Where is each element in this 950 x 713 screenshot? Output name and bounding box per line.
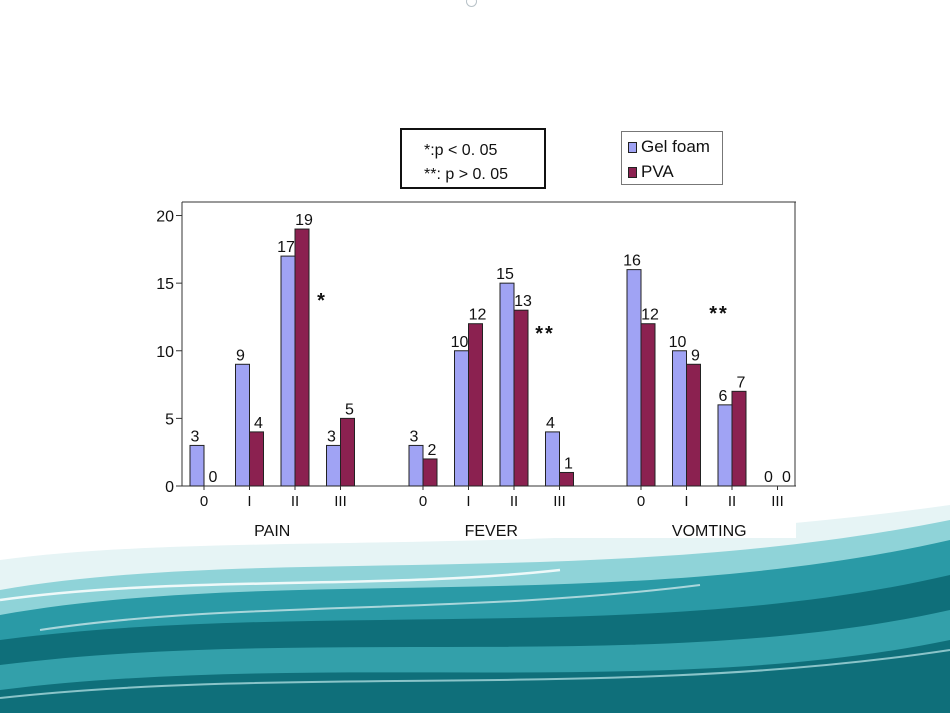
x-category-label: I	[247, 493, 251, 510]
data-label: 9	[691, 347, 700, 364]
data-label: 17	[277, 239, 295, 256]
bar-pain-ii-gel-foam	[280, 255, 296, 487]
y-tick-label: 5	[165, 411, 174, 428]
data-label: 4	[546, 415, 555, 432]
data-label: 0	[764, 469, 773, 486]
chart-legend: Gel foam PVA	[621, 131, 723, 185]
significance-legend-box: *:p < 0. 05 **: p > 0. 05	[400, 128, 546, 189]
significance-line-1: *:p < 0. 05	[424, 142, 498, 159]
y-tick-label: 0	[165, 479, 174, 496]
x-category-label: II	[510, 493, 518, 510]
data-label: 12	[469, 307, 487, 324]
y-tick-label: 20	[156, 209, 174, 226]
data-label: 0	[209, 469, 218, 486]
group-label-fever: FEVER	[465, 523, 518, 540]
y-tick-label: 10	[156, 344, 174, 361]
significance-marker-pain: *	[317, 290, 327, 312]
legend-item-pva: PVA	[628, 162, 674, 182]
bar-vomting-ii-gel-foam	[717, 404, 733, 487]
bar-fever-i-pva	[468, 323, 483, 487]
significance-marker-vomting: **	[709, 303, 729, 325]
x-category-label: 0	[200, 493, 208, 510]
bar-fever-ii-gel-foam	[499, 282, 515, 487]
bar-fever-ii-pva	[513, 309, 529, 487]
x-category-label: 0	[419, 493, 427, 510]
bar-vomting-ii-pva	[731, 390, 747, 487]
bar-vomting-i-pva	[686, 363, 701, 487]
group-label-vomting: VOMTING	[672, 523, 747, 540]
x-category-label: II	[728, 493, 736, 510]
x-category-label: 0	[637, 493, 645, 510]
data-label: 3	[327, 428, 336, 445]
bar-pain-i-pva	[249, 431, 264, 487]
legend-label-gel-foam: Gel foam	[641, 137, 710, 156]
data-label: 13	[514, 293, 532, 310]
y-tick-label: 15	[156, 276, 174, 293]
legend-swatch-gel-foam	[628, 141, 637, 153]
x-category-label: II	[291, 493, 299, 510]
data-label: 3	[191, 428, 200, 445]
bar-vomting-i-gel-foam	[672, 350, 687, 487]
data-label: 0	[782, 469, 791, 486]
bar-fever-i-gel-foam	[454, 350, 469, 487]
bar-fever-iii-pva	[559, 471, 574, 487]
significance-marker-fever: **	[535, 323, 555, 345]
data-label: 12	[641, 307, 659, 324]
legend-swatch-pva	[628, 166, 637, 178]
data-label: 15	[496, 266, 514, 283]
data-label: 7	[737, 374, 746, 391]
bar-fever-0-gel-foam	[408, 444, 424, 487]
bar-pain-iii-pva	[340, 417, 355, 487]
data-label: 4	[254, 415, 263, 432]
data-label: 2	[428, 442, 437, 459]
data-label: 3	[410, 428, 419, 445]
bar-fever-iii-gel-foam	[545, 431, 560, 487]
bar-pain-0-gel-foam	[189, 444, 205, 487]
bar-fever-0-pva	[422, 458, 438, 487]
data-label: 5	[345, 401, 354, 418]
legend-label-pva: PVA	[641, 162, 674, 181]
x-category-label: I	[466, 493, 470, 510]
x-category-label: III	[771, 493, 784, 510]
data-label: 10	[669, 334, 687, 351]
slide-marker-circle	[466, 0, 477, 7]
bar-vomting-0-gel-foam	[626, 269, 642, 487]
significance-line-2: **: p > 0. 05	[424, 166, 509, 183]
data-label: 10	[451, 334, 469, 351]
bar-vomting-0-pva	[640, 323, 656, 487]
group-label-pain: PAIN	[254, 523, 290, 540]
x-category-label: III	[334, 493, 347, 510]
x-category-label: III	[553, 493, 566, 510]
bar-pain-iii-gel-foam	[326, 444, 341, 487]
data-label: 16	[623, 253, 641, 270]
legend-item-gel-foam: Gel foam	[628, 137, 710, 157]
data-label: 19	[295, 212, 313, 229]
x-category-label: I	[684, 493, 688, 510]
data-label: 9	[236, 347, 245, 364]
data-label: 6	[719, 388, 728, 405]
bar-pain-i-gel-foam	[235, 363, 250, 487]
data-label: 1	[564, 455, 573, 472]
bar-pain-ii-pva	[294, 228, 310, 487]
